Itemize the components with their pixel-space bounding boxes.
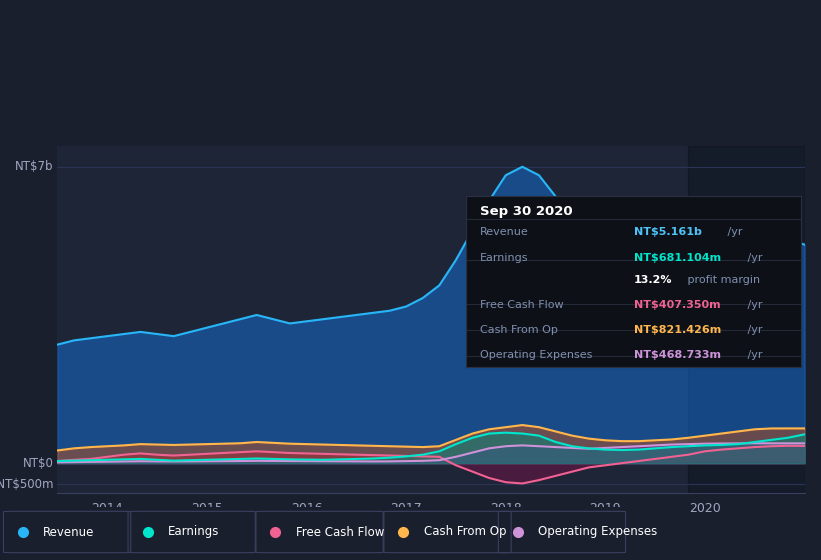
Text: Revenue: Revenue bbox=[44, 525, 94, 539]
Text: /yr: /yr bbox=[745, 349, 763, 360]
Text: /yr: /yr bbox=[724, 227, 743, 237]
Text: Cash From Op: Cash From Op bbox=[479, 325, 557, 335]
Text: Free Cash Flow: Free Cash Flow bbox=[479, 300, 563, 310]
Text: Operating Expenses: Operating Expenses bbox=[538, 525, 658, 539]
Text: NT$407.350m: NT$407.350m bbox=[634, 300, 721, 310]
Text: /yr: /yr bbox=[745, 300, 763, 310]
Text: profit margin: profit margin bbox=[684, 274, 760, 284]
Text: Operating Expenses: Operating Expenses bbox=[479, 349, 592, 360]
Text: Earnings: Earnings bbox=[167, 525, 219, 539]
Text: Sep 30 2020: Sep 30 2020 bbox=[479, 204, 572, 217]
Text: NT$0: NT$0 bbox=[23, 456, 53, 470]
Text: NT$821.426m: NT$821.426m bbox=[634, 325, 721, 335]
Text: NT$468.733m: NT$468.733m bbox=[634, 349, 721, 360]
Text: Revenue: Revenue bbox=[479, 227, 529, 237]
Text: -NT$500m: -NT$500m bbox=[0, 478, 53, 491]
Text: NT$681.104m: NT$681.104m bbox=[634, 253, 721, 263]
Text: /yr: /yr bbox=[745, 253, 763, 263]
Text: Earnings: Earnings bbox=[479, 253, 528, 263]
Bar bbox=[688, 146, 805, 493]
Text: NT$5.161b: NT$5.161b bbox=[634, 227, 702, 237]
Text: 13.2%: 13.2% bbox=[634, 274, 672, 284]
Text: Cash From Op: Cash From Op bbox=[424, 525, 506, 539]
Text: NT$7b: NT$7b bbox=[16, 160, 53, 173]
Text: /yr: /yr bbox=[745, 325, 763, 335]
Text: Free Cash Flow: Free Cash Flow bbox=[296, 525, 384, 539]
